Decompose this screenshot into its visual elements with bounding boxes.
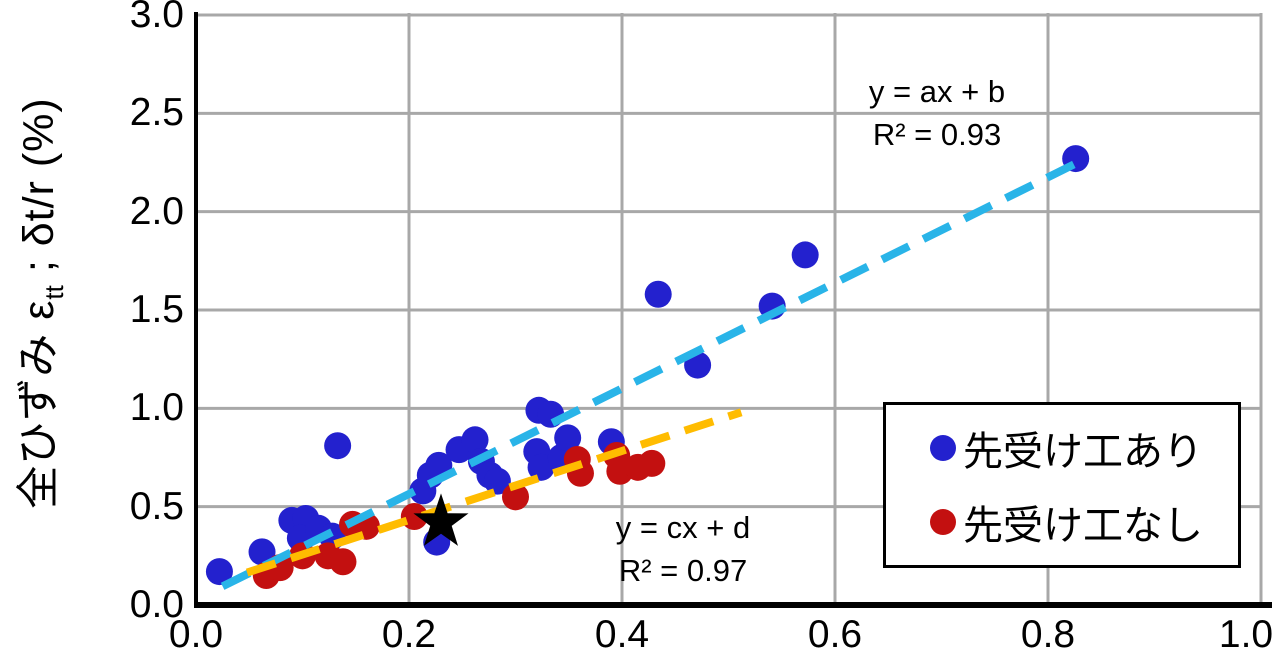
data-point-blue: [248, 538, 276, 566]
data-point-blue: [554, 424, 582, 452]
data-point-blue: [205, 558, 233, 586]
y-tick-label: 2.5: [129, 91, 184, 135]
legend-entry-with-support: 先受け工あり: [930, 419, 1232, 477]
data-point-blue: [644, 280, 672, 308]
x-tick-label: 1.0: [1218, 613, 1274, 656]
x-tick-label: 0.0: [168, 613, 224, 656]
r-squared-text: R² = 0.93: [872, 117, 1002, 152]
x-tick-label: 0.4: [594, 613, 650, 656]
data-point-blue: [537, 400, 565, 428]
y-tick-label: 1.0: [129, 386, 184, 430]
trendline-blue: [220, 158, 1080, 590]
data-point-blue: [527, 453, 555, 481]
data-point-blue: [483, 467, 511, 495]
legend-entry-without-support: 先受け工なし: [930, 493, 1232, 551]
y-tick-label: 2.0: [129, 189, 184, 233]
equation-text: y = ax + b: [868, 74, 1006, 109]
trendline-orange: [245, 408, 743, 577]
r-squared-text: R² = 0.97: [618, 553, 748, 588]
x-tick-label: 0.8: [1020, 613, 1076, 656]
trendline-annotation-blue: y = ax + b R² = 0.93: [817, 70, 1057, 156]
legend-marker-blue-icon: [930, 435, 956, 461]
data-point-blue: [461, 426, 489, 454]
data-point-red: [638, 449, 666, 477]
legend-label: 先受け工なし: [963, 504, 1203, 548]
x-tick-label: 0.2: [381, 613, 437, 656]
data-point-blue: [324, 432, 352, 460]
data-point-red: [329, 548, 357, 576]
legend-label: 先受け工あり: [963, 430, 1203, 474]
x-tick-label: 0.6: [807, 613, 863, 656]
legend-marker-red-icon: [930, 509, 956, 535]
data-point-blue: [791, 241, 819, 269]
y-tick-label: 0.5: [129, 484, 184, 528]
y-tick-label: 3.0: [129, 0, 184, 36]
y-tick-label: 1.5: [129, 288, 184, 331]
legend: 先受け工あり 先受け工なし: [883, 402, 1241, 568]
star-marker: [413, 493, 469, 546]
y-tick-label: 0.0: [129, 583, 184, 626]
equation-text: y = cx + d: [615, 510, 751, 545]
data-point-red: [502, 483, 529, 511]
trendline-annotation-orange: y = cx + d R² = 0.97: [563, 506, 803, 592]
